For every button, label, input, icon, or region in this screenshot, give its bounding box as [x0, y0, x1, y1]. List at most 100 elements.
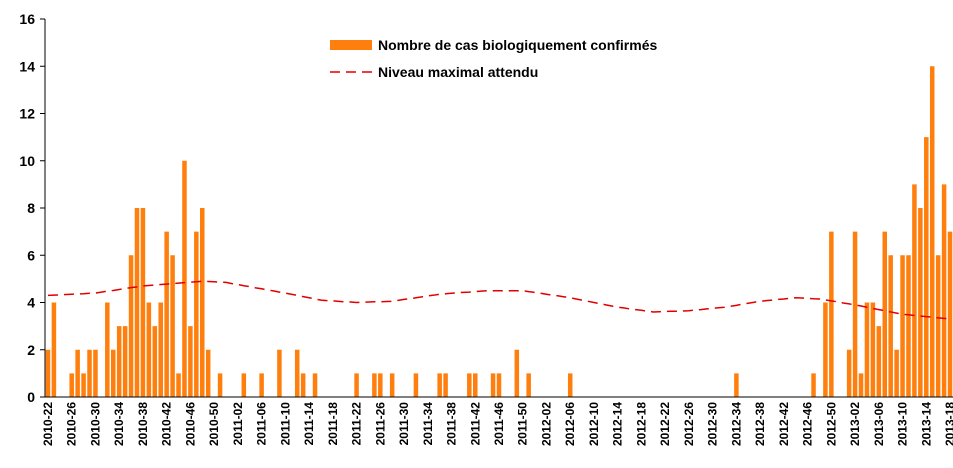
y-tick-label: 14 — [19, 58, 35, 74]
x-tick-label: 2011-14 — [302, 402, 316, 446]
bar — [140, 208, 146, 397]
x-tick-label: 2011-42 — [468, 402, 482, 446]
bar — [882, 231, 888, 397]
x-tick-label: 2010-30 — [88, 402, 102, 446]
bar — [829, 231, 834, 397]
x-tick-label: 2012-50 — [824, 402, 838, 446]
x-tick-label: 2010-42 — [160, 402, 174, 446]
y-tick-label: 6 — [27, 247, 35, 263]
bar — [51, 302, 57, 397]
bar — [134, 208, 140, 397]
bar — [490, 373, 496, 397]
legend-label: Niveau maximal attendu — [378, 64, 538, 80]
y-tick-label: 4 — [27, 295, 35, 311]
line — [47, 280, 951, 320]
bar — [194, 231, 199, 397]
x-tick-label: 2011-18 — [326, 402, 340, 446]
bar — [105, 302, 110, 397]
x-tick-label: 2010-22 — [41, 402, 55, 446]
x-tick-label: 2012-26 — [682, 402, 696, 446]
x-tick-label: 2011-34 — [421, 402, 435, 446]
x-tick-label: 2012-14 — [611, 402, 625, 446]
x-tick-label: 2011-02 — [231, 402, 245, 446]
bar — [372, 373, 377, 397]
y-tick-label: 0 — [27, 389, 35, 405]
bar — [858, 373, 864, 397]
bar — [912, 184, 917, 397]
bar — [75, 349, 80, 397]
bar — [200, 208, 205, 397]
bar — [918, 208, 923, 397]
x-tick-label: 2012-10 — [587, 402, 601, 446]
bar — [259, 373, 264, 397]
bar — [294, 349, 300, 397]
bar — [870, 302, 876, 397]
x-tick-label: 2011-46 — [492, 402, 506, 446]
x-tick-label: 2010-38 — [136, 402, 150, 446]
x-tick-label: 2011-26 — [373, 402, 387, 446]
bar — [924, 137, 929, 397]
bar — [378, 373, 383, 397]
x-tick-label: 2011-06 — [255, 402, 269, 446]
x-tick-label: 2012-30 — [706, 402, 720, 446]
bar — [567, 373, 573, 397]
legend-label: Nombre de cas biologiquement confirmés — [378, 37, 657, 53]
bar — [170, 255, 175, 397]
bar — [116, 326, 122, 397]
x-tick-label: 2011-10 — [278, 402, 292, 446]
bar — [93, 349, 98, 397]
y-tick-label: 12 — [19, 106, 35, 122]
x-tick-label: 2012-34 — [729, 402, 743, 446]
bar — [389, 373, 395, 397]
x-tick-label: 2013-06 — [872, 402, 886, 446]
legend-swatch — [330, 40, 372, 50]
x-tick-label: 2013-10 — [896, 402, 910, 446]
bar — [935, 255, 941, 397]
x-tick-label: 2011-50 — [516, 402, 530, 446]
bar — [152, 326, 158, 397]
bar — [128, 255, 134, 397]
y-tick-label: 2 — [27, 342, 35, 358]
bar — [894, 349, 899, 397]
bar — [437, 373, 442, 397]
bar — [45, 349, 51, 397]
bar — [217, 373, 223, 397]
x-tick-label: 2012-42 — [777, 402, 791, 446]
y-tick-label: 8 — [27, 200, 35, 216]
bar — [277, 349, 282, 397]
bar — [734, 373, 739, 397]
x-tick-label: 2010-34 — [112, 402, 126, 446]
bar — [158, 302, 163, 397]
bar — [81, 373, 86, 397]
x-tick-label: 2012-46 — [801, 402, 815, 446]
x-tick-label: 2012-06 — [563, 402, 577, 446]
x-tick-label: 2013-14 — [919, 402, 933, 446]
x-tick-label: 2011-38 — [445, 402, 459, 446]
bar — [852, 231, 858, 397]
bar — [823, 302, 828, 397]
y-tick-label: 10 — [19, 153, 35, 169]
bar — [176, 373, 181, 397]
bar — [312, 373, 318, 397]
bar — [69, 373, 74, 397]
x-tick-label: 2012-38 — [753, 402, 767, 446]
x-tick-label: 2010-26 — [65, 402, 79, 446]
bar — [241, 373, 247, 397]
bar — [900, 255, 905, 397]
bar — [467, 373, 472, 397]
bar — [87, 349, 92, 397]
bar — [514, 349, 520, 397]
bar — [413, 373, 419, 397]
bar — [864, 302, 870, 397]
x-tick-label: 2013-02 — [848, 402, 862, 446]
x-tick-label: 2010-50 — [207, 402, 221, 446]
bar — [888, 255, 893, 397]
bar — [443, 373, 448, 397]
bar — [188, 326, 193, 397]
bar — [205, 349, 211, 397]
bar — [300, 373, 306, 397]
x-tick-label: 2013-18 — [943, 402, 953, 446]
bar — [941, 184, 947, 397]
bar — [110, 349, 116, 397]
